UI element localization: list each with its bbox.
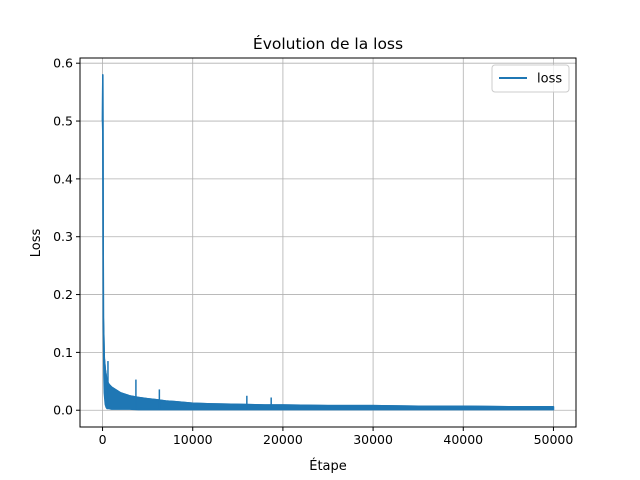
x-axis-label: Étape xyxy=(309,458,347,474)
grid xyxy=(80,58,576,427)
x-tick-label: 0 xyxy=(99,432,107,447)
x-tick-label: 50000 xyxy=(534,432,574,447)
y-tick-label: 0.1 xyxy=(53,345,73,360)
legend: loss xyxy=(491,64,570,93)
x-tick-label: 30000 xyxy=(353,432,393,447)
legend-label-loss: loss xyxy=(537,72,562,87)
x-tick-label: 40000 xyxy=(443,432,483,447)
plot-frame xyxy=(79,57,577,428)
series-layer xyxy=(101,74,555,411)
x-tick-label: 10000 xyxy=(173,432,213,447)
y-tick-label: 0.5 xyxy=(53,114,73,129)
chart-title: Évolution de la loss xyxy=(253,34,403,53)
y-tick-label: 0.2 xyxy=(53,287,73,302)
legend-box xyxy=(491,64,570,93)
y-axis: 0.0 0.1 0.2 0.3 0.4 0.5 0.6 xyxy=(53,56,80,418)
y-tick-label: 0.0 xyxy=(53,403,73,418)
x-axis: 0 10000 20000 30000 40000 50000 xyxy=(99,427,574,447)
series-band-loss xyxy=(101,74,555,411)
y-tick-label: 0.4 xyxy=(53,171,73,186)
series-line-loss xyxy=(101,74,554,408)
x-tick-label: 20000 xyxy=(263,432,303,447)
y-tick-label: 0.6 xyxy=(53,56,73,71)
y-tick-label: 0.3 xyxy=(53,229,73,244)
y-axis-label: Loss xyxy=(29,229,44,258)
